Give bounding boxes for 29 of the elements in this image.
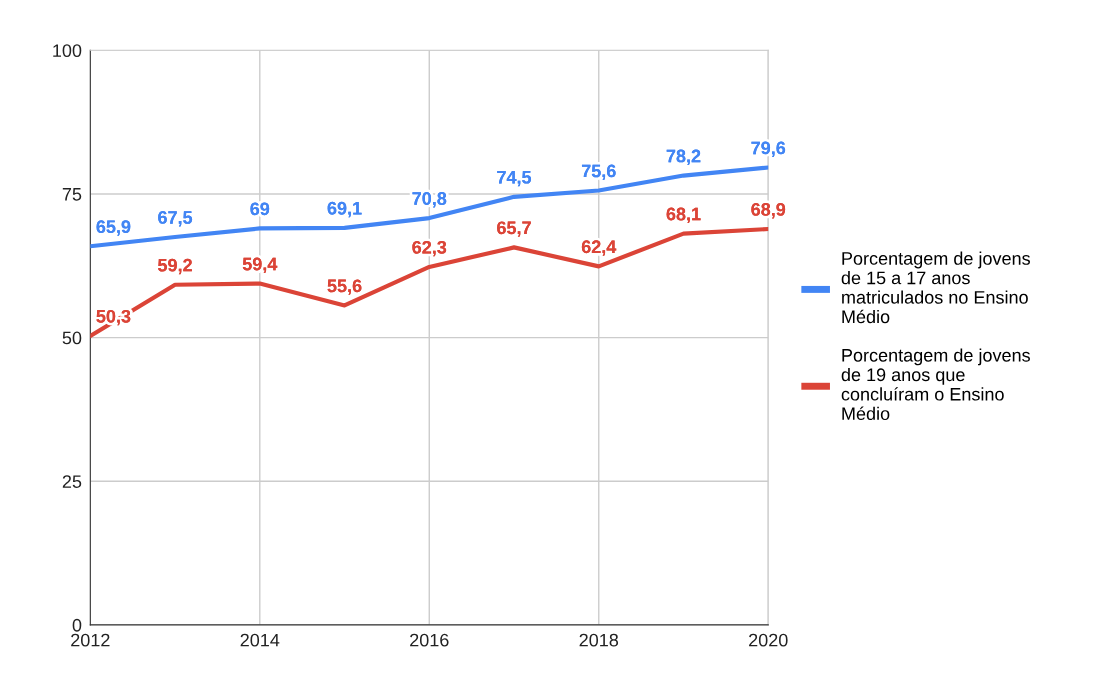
x-tick-label: 2020 xyxy=(749,633,788,647)
data-label: 59,2 xyxy=(158,258,192,275)
legend-label: Porcentagem de jovens de 19 anos que concluíram o Ensino Médio xyxy=(841,348,1030,421)
data-label: 59,4 xyxy=(242,257,278,273)
data-label: 79,6 xyxy=(751,141,786,157)
data-label: 62,3 xyxy=(412,240,447,257)
data-label: 65,7 xyxy=(497,221,531,237)
y-tick-label: 100 xyxy=(53,44,82,58)
data-label: 69 xyxy=(250,202,270,216)
data-label: 78,2 xyxy=(666,149,701,165)
legend-label: Porcentagem de jovens de 15 a 17 anos matriculados no Ensino Médio xyxy=(841,251,1030,324)
y-tick-label: 50 xyxy=(62,331,82,345)
data-label: 68,9 xyxy=(751,203,786,219)
data-label: 69,1 xyxy=(327,201,362,218)
y-tick-label: 0 xyxy=(72,618,82,632)
data-label: 68,1 xyxy=(666,207,701,224)
data-label: 70,8 xyxy=(412,192,447,208)
data-label: 55,6 xyxy=(327,279,362,295)
x-tick-label: 2012 xyxy=(71,633,110,647)
y-tick-label: 75 xyxy=(62,188,82,201)
x-tick-label: 2018 xyxy=(579,633,619,647)
data-label: 74,5 xyxy=(497,171,532,187)
y-tick-label: 25 xyxy=(62,475,82,488)
data-label: 62,4 xyxy=(581,240,617,256)
data-label: 67,5 xyxy=(158,211,193,227)
data-label: 75,6 xyxy=(581,164,616,180)
x-tick-label: 2016 xyxy=(410,633,449,647)
x-tick-label: 2014 xyxy=(240,633,280,647)
data-label: 65,9 xyxy=(96,220,131,236)
